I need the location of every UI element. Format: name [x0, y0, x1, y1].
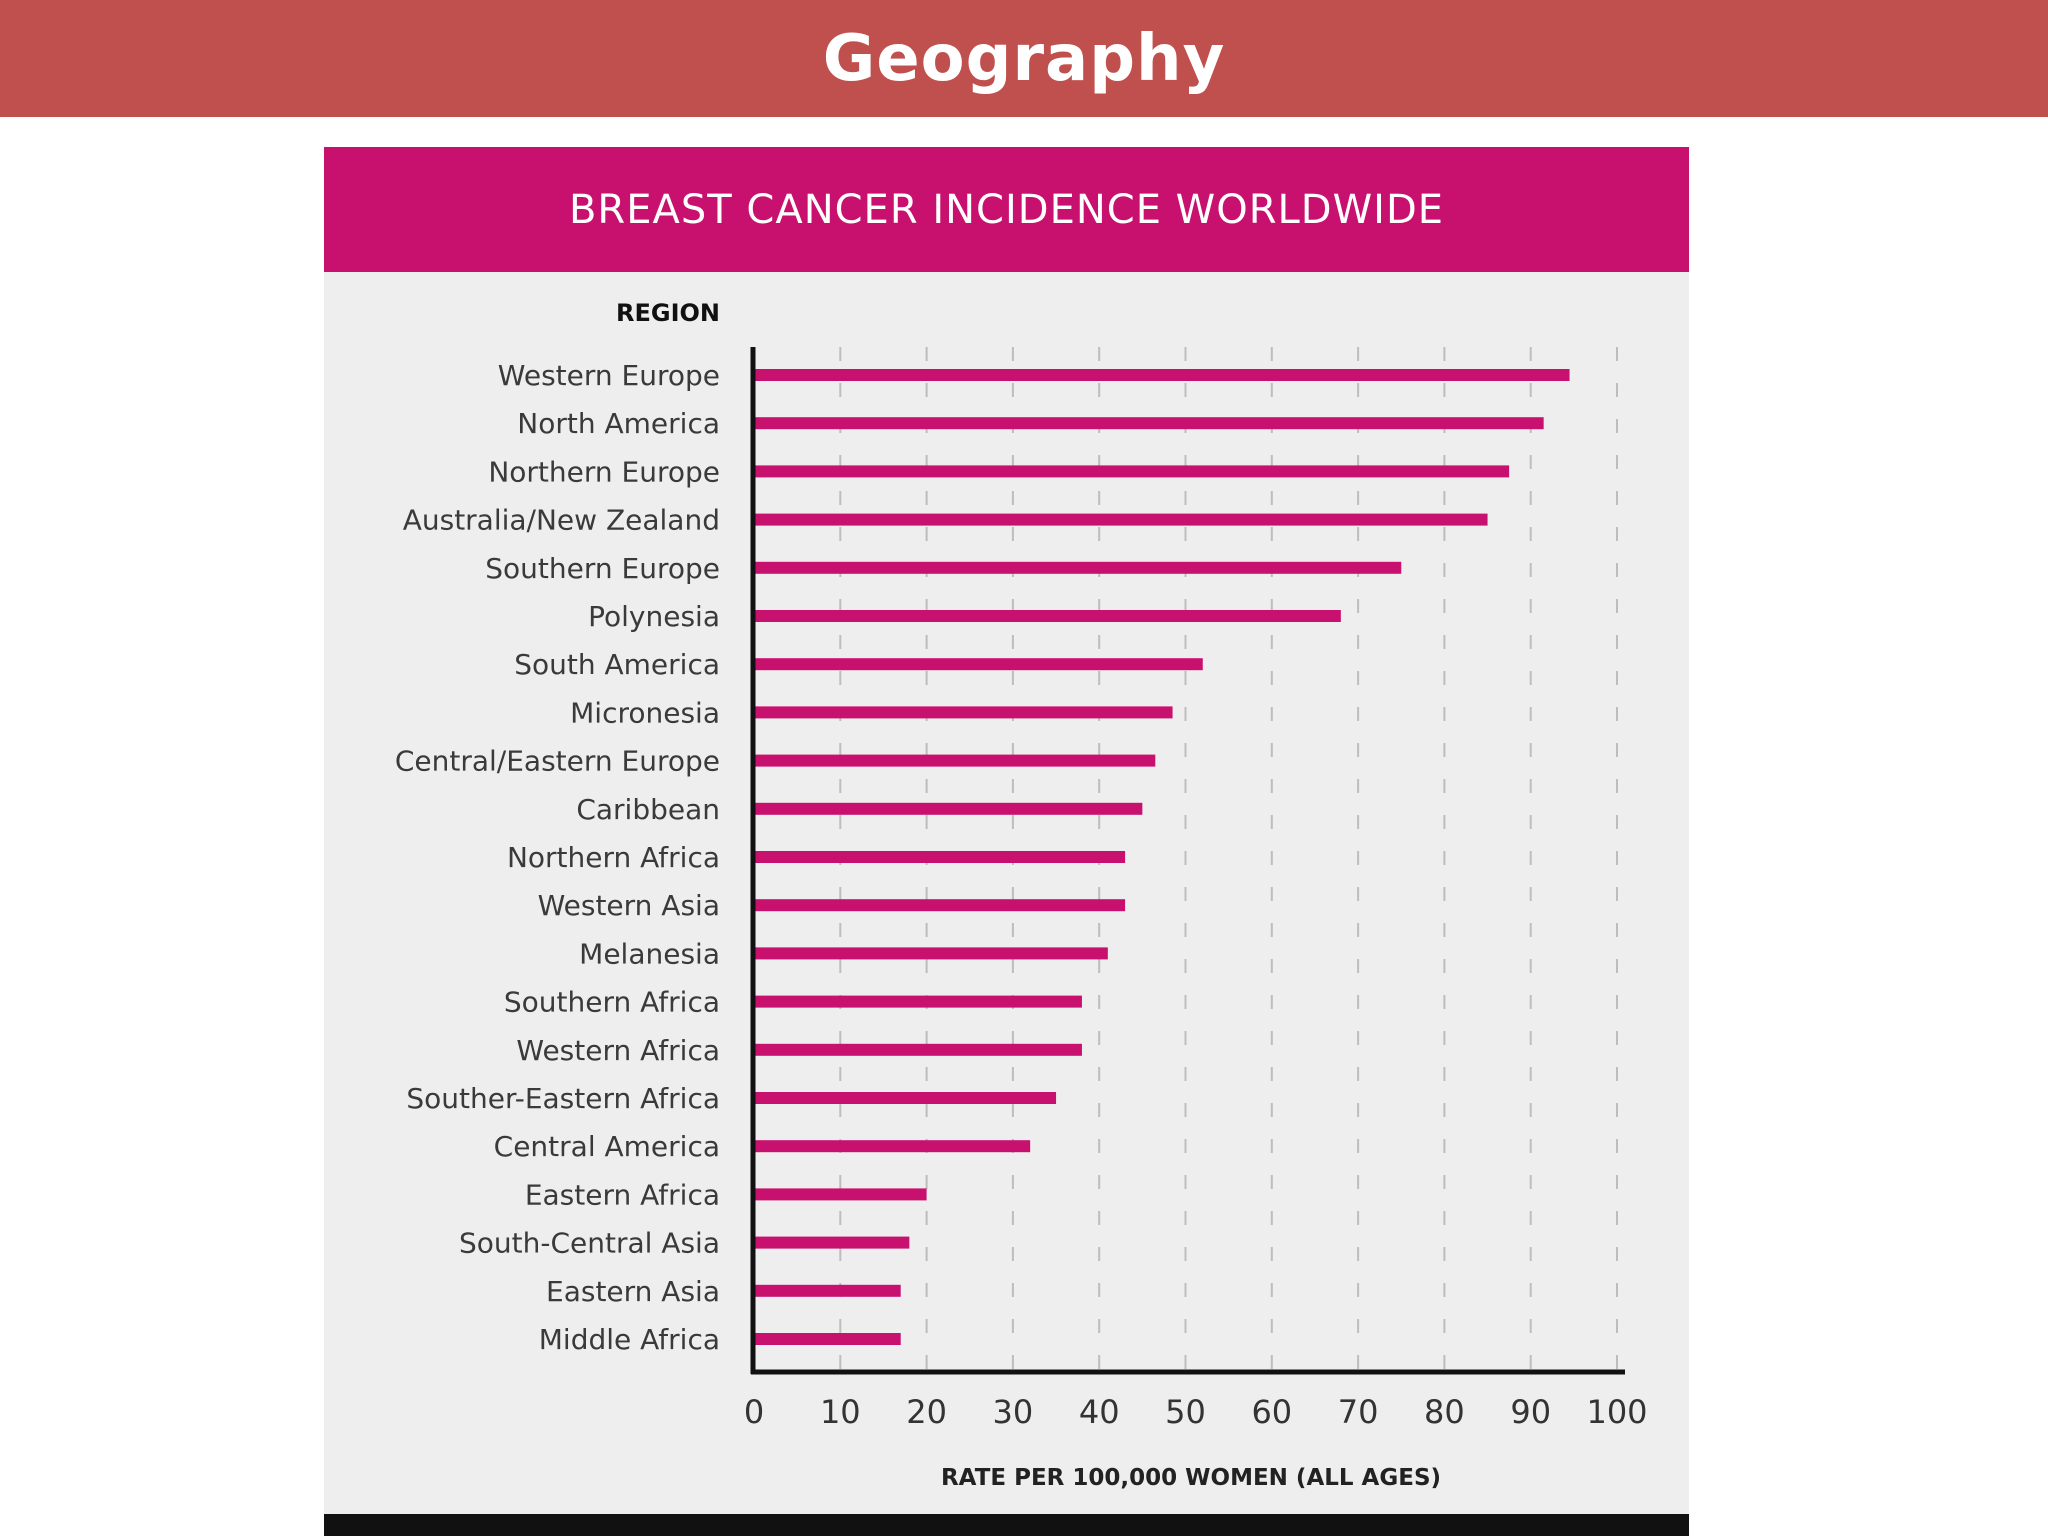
category-label: South America — [514, 648, 720, 681]
x-tick-label: 70 — [1338, 1393, 1379, 1431]
bar — [754, 995, 1082, 1008]
chart-panel: 0 10 20 30 40 50 60 70 80 90 100 Western Europe Nort… — [324, 147, 1689, 1536]
bar — [754, 802, 1143, 815]
category-label: Northern Europe — [488, 455, 720, 488]
bar — [754, 513, 1488, 526]
category-label: Western Europe — [498, 359, 720, 392]
category-label: North America — [517, 407, 720, 440]
category-label: Central/Eastern Europe — [395, 745, 720, 778]
bar — [754, 947, 1108, 960]
category-label: Melanesia — [579, 937, 720, 970]
bar — [754, 610, 1341, 622]
bar — [754, 706, 1173, 719]
chart-banner: BREAST CANCER INCIDENCE WORLDWIDE — [324, 147, 1689, 272]
x-tick-label: 50 — [1165, 1393, 1206, 1431]
slide-header: Geography — [0, 0, 2048, 117]
bar — [754, 417, 1544, 430]
category-label: Caribbean — [576, 793, 720, 826]
bar — [754, 1333, 901, 1345]
x-tick-label: 40 — [1079, 1393, 1120, 1431]
category-axis-label: REGION — [616, 299, 720, 327]
bar — [754, 1188, 927, 1201]
category-label: Souther-Eastern Africa — [406, 1082, 720, 1115]
category-label: Southern Africa — [504, 986, 720, 1019]
bar — [754, 1140, 1031, 1153]
x-tick-label: 90 — [1510, 1393, 1551, 1431]
category-label: Northern Africa — [507, 841, 720, 874]
x-tick-label: 10 — [820, 1393, 861, 1431]
x-tick-label: 100 — [1586, 1393, 1647, 1431]
x-tick-label: 20 — [906, 1393, 947, 1431]
bar — [754, 465, 1510, 478]
slide-title: Geography — [822, 21, 1226, 96]
category-label: Eastern Africa — [525, 1178, 720, 1211]
category-label: Southern Europe — [485, 552, 720, 585]
bars — [754, 369, 1570, 1345]
bottom-bar — [324, 1514, 1689, 1536]
category-label: Australia/New Zealand — [403, 504, 720, 537]
category-label: Polynesia — [588, 600, 720, 633]
category-label: Eastern Asia — [546, 1275, 720, 1308]
category-label: South-Central Asia — [459, 1227, 720, 1260]
axes — [750, 347, 1625, 1375]
x-axis-label: RATE PER 100,000 WOMEN (ALL AGES) — [941, 1465, 1441, 1491]
bar — [754, 1043, 1082, 1056]
chart-title: BREAST CANCER INCIDENCE WORLDWIDE — [568, 186, 1445, 233]
category-label: Western Asia — [538, 889, 720, 922]
bar — [754, 1284, 901, 1297]
bar — [754, 754, 1156, 767]
bar — [754, 851, 1126, 863]
bar — [754, 369, 1570, 381]
bar — [754, 561, 1402, 574]
x-tick-label: 80 — [1424, 1393, 1465, 1431]
x-tick-label: 30 — [993, 1393, 1034, 1431]
labels: 0 10 20 30 40 50 60 70 80 90 100 Western Europe Nort… — [395, 299, 1648, 1491]
x-tick-label: 60 — [1251, 1393, 1292, 1431]
category-label: Western Africa — [516, 1034, 720, 1067]
x-tick-label: 0 — [744, 1393, 764, 1431]
bar-chart: 0 10 20 30 40 50 60 70 80 90 100 Western Europe Nort… — [395, 299, 1648, 1491]
category-label: Micronesia — [570, 696, 720, 729]
bar — [754, 658, 1203, 671]
bar — [754, 1236, 910, 1249]
bar — [754, 899, 1126, 912]
category-label: Middle Africa — [539, 1323, 720, 1356]
category-label: Central America — [494, 1130, 720, 1163]
bar — [754, 1092, 1057, 1104]
